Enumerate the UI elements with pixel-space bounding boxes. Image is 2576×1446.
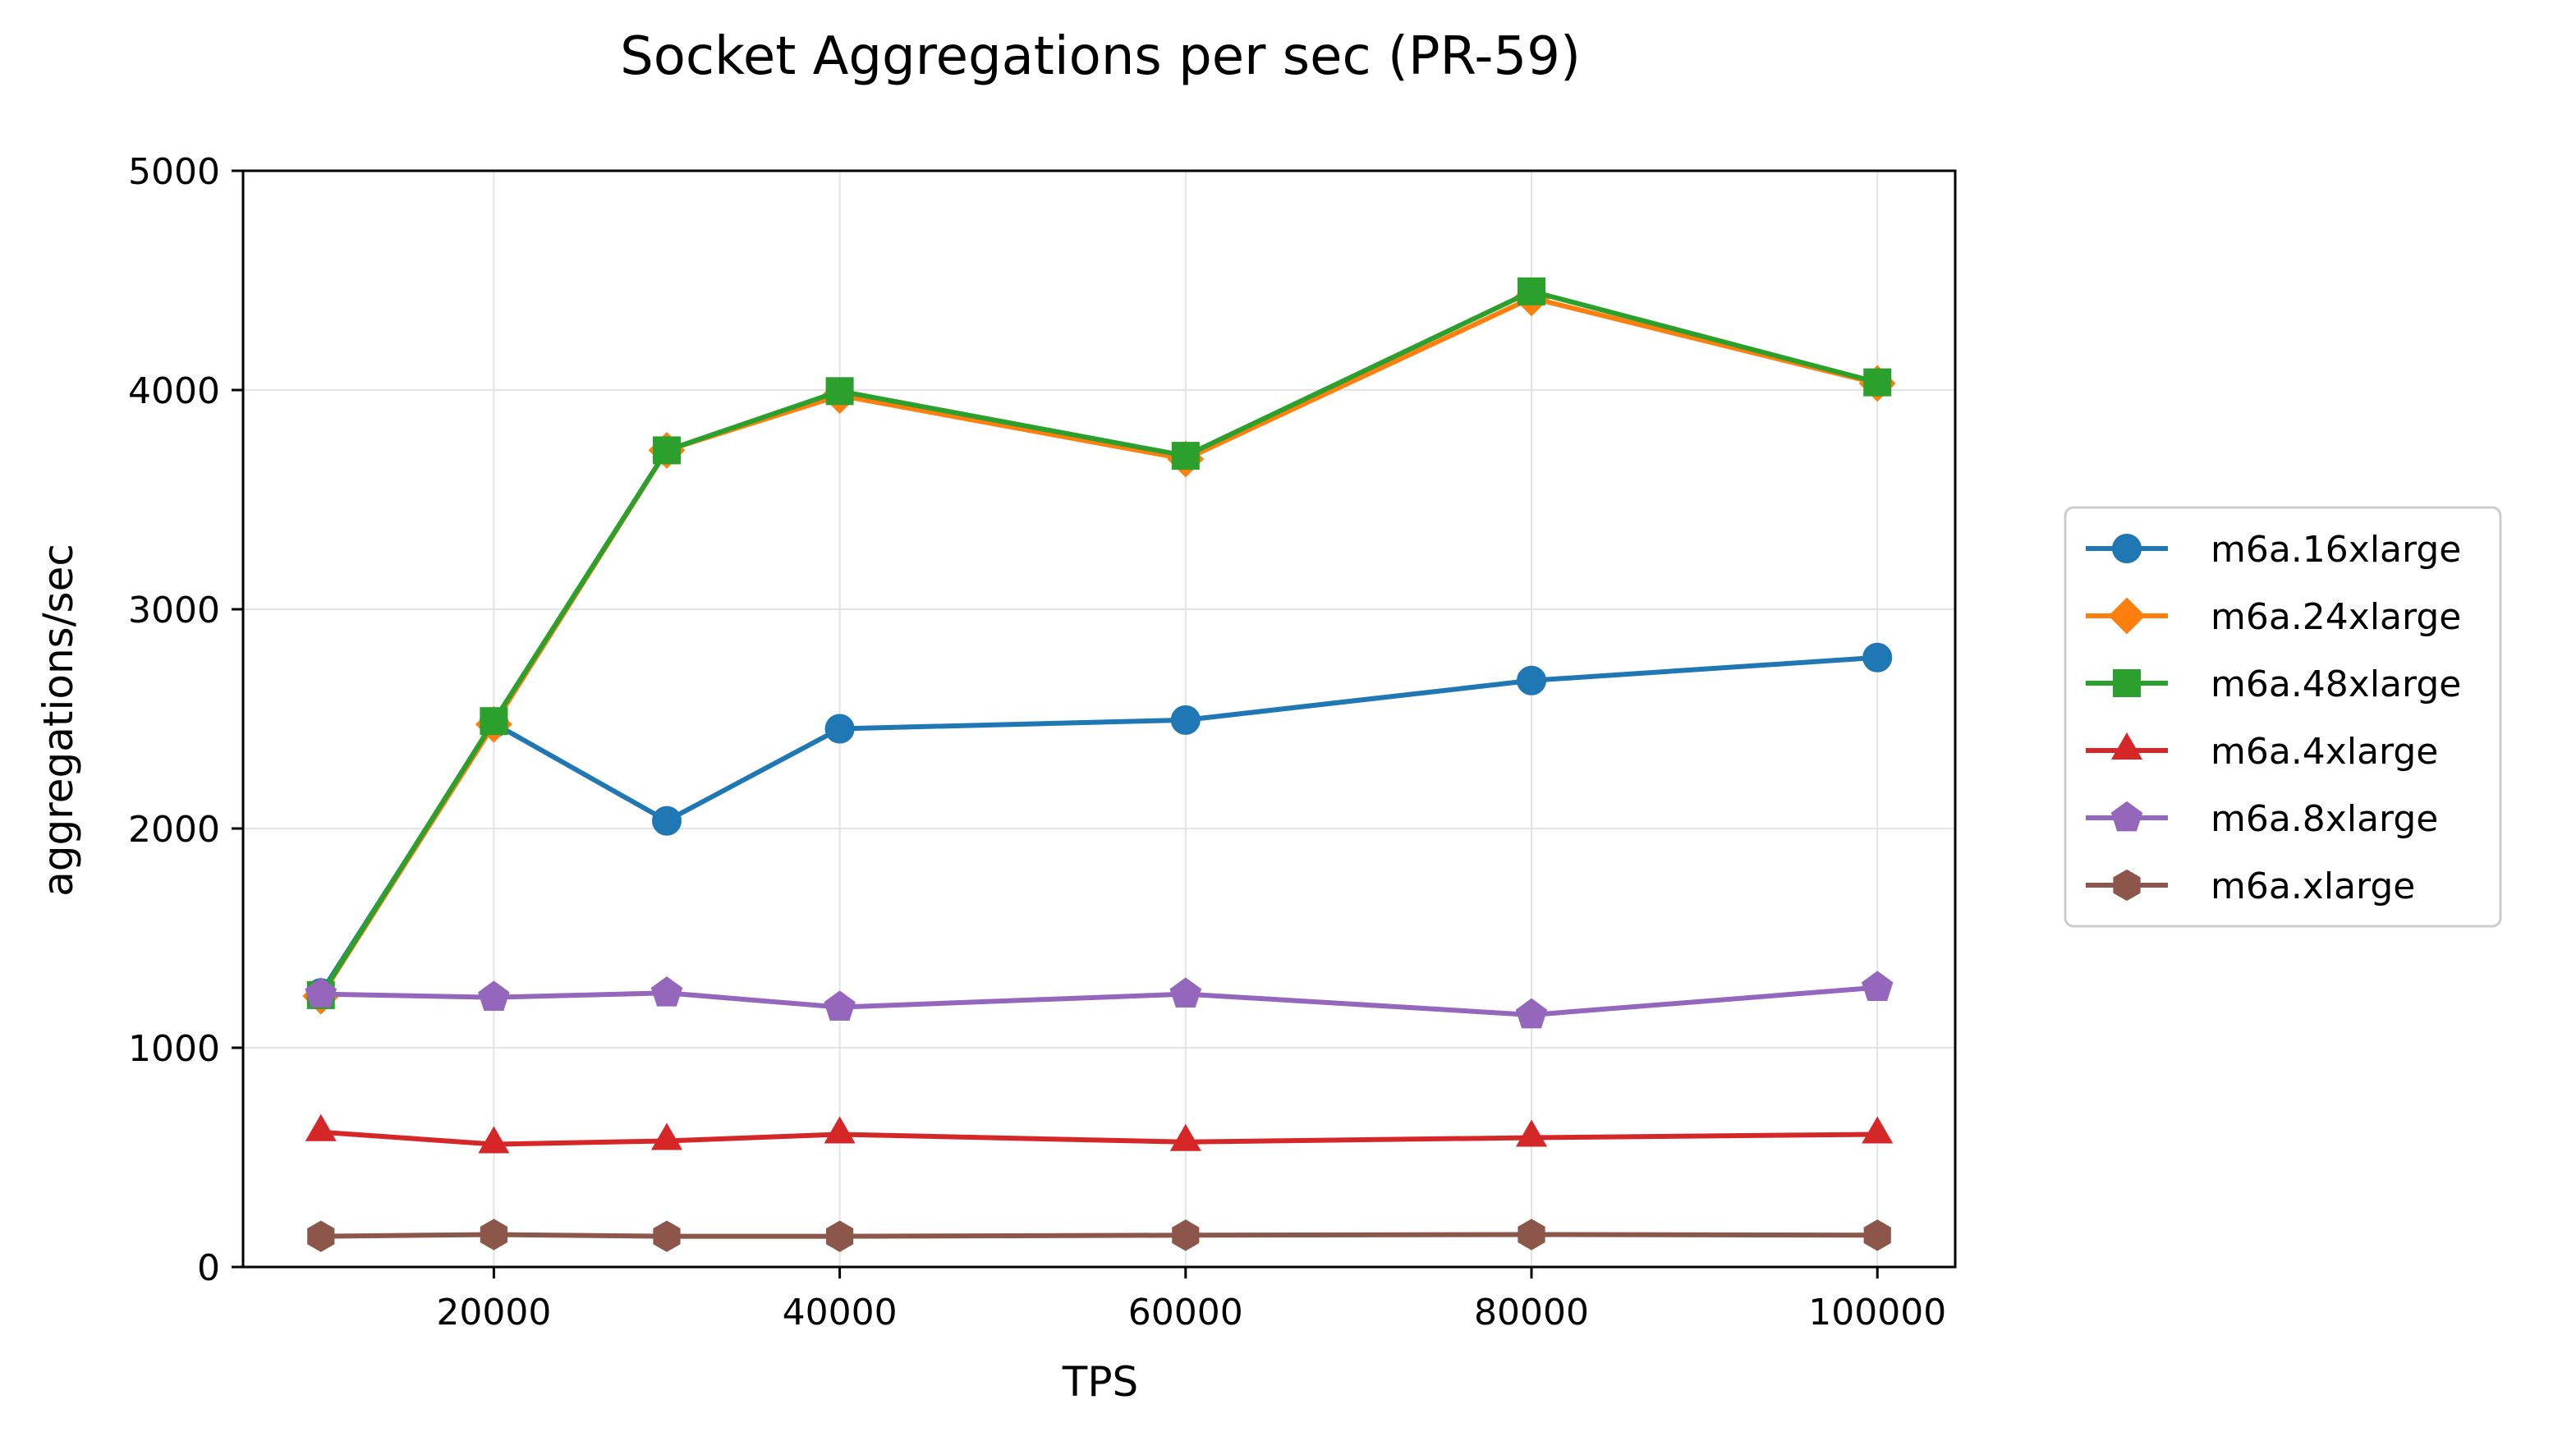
legend-marker (2113, 669, 2141, 697)
legend-label: m6a.48xlarge (2211, 663, 2461, 705)
data-point (1169, 977, 1202, 1008)
series-line (318, 1232, 1880, 1239)
x-axis-label: TPS (1062, 1358, 1138, 1406)
x-tick-label: 60000 (1128, 1292, 1243, 1334)
data-point (825, 377, 854, 406)
x-tick-label: 100000 (1808, 1292, 1946, 1334)
data-point (1518, 277, 1546, 305)
data-point (824, 1116, 856, 1144)
data-point (1518, 1219, 1545, 1251)
legend-item: m6a.4xlarge (2086, 731, 2438, 773)
data-point (478, 1126, 510, 1154)
legend-items: m6a.16xlarge m6a.24xlarge m6a.48xlarge m6a.… (2086, 529, 2461, 907)
series-group (302, 277, 1896, 1252)
series-m6a.xlarge (307, 1219, 1891, 1252)
series-m6a.4xlarge (305, 1113, 1894, 1154)
legend-label: m6a.24xlarge (2211, 596, 2461, 638)
data-point (1171, 442, 1200, 471)
legend-label: m6a.8xlarge (2211, 798, 2438, 840)
legend-item: m6a.48xlarge (2086, 663, 2461, 705)
data-point (1861, 971, 1894, 1001)
data-point (653, 1220, 681, 1252)
legend-marker (2110, 732, 2143, 760)
y-tick-label: 3000 (128, 590, 220, 631)
data-point (478, 980, 510, 1011)
y-tick-label: 2000 (128, 809, 220, 851)
data-point (650, 976, 683, 1007)
data-point (824, 714, 855, 744)
data-point (1515, 1119, 1548, 1147)
data-point (1170, 705, 1201, 735)
legend-marker (2108, 597, 2146, 635)
axes: 0 1000 2000 3000 4000 5000 20000 40000 60000 8000… (128, 151, 1946, 1334)
y-axis-label: aggregations/sec (34, 544, 82, 897)
data-point (1169, 1123, 1201, 1151)
legend-item: m6a.24xlarge (2086, 596, 2461, 638)
x-tick-label: 80000 (1474, 1292, 1589, 1334)
legend-frame (2064, 506, 2502, 928)
legend-marker (2113, 869, 2141, 902)
data-point (1517, 665, 1547, 695)
data-point (1862, 642, 1893, 673)
legend-item: m6a.16xlarge (2086, 529, 2461, 571)
y-tick-label: 0 (197, 1247, 220, 1289)
plot-frame (241, 169, 1957, 1269)
x-tick-label: 20000 (436, 1292, 551, 1334)
data-point (652, 436, 681, 465)
data-point (480, 1219, 507, 1251)
data-point (1863, 368, 1892, 397)
legend-label: m6a.4xlarge (2211, 731, 2438, 773)
data-point (1515, 998, 1548, 1029)
legend-label: m6a.16xlarge (2211, 529, 2461, 571)
data-point (826, 1220, 854, 1252)
y-tick-label: 5000 (128, 151, 220, 193)
series-m6a.8xlarge (305, 971, 1894, 1029)
legend-item: m6a.8xlarge (2086, 798, 2438, 840)
data-point (307, 1220, 335, 1252)
legend-label: m6a.xlarge (2211, 865, 2415, 907)
y-tick-label: 1000 (128, 1028, 220, 1070)
data-point (1863, 1219, 1891, 1251)
data-point (650, 1122, 683, 1150)
data-point (305, 977, 337, 1008)
data-point (651, 806, 682, 836)
legend-item: m6a.xlarge (2086, 865, 2415, 907)
data-point (480, 707, 508, 736)
data-point (1172, 1219, 1200, 1251)
data-point (824, 990, 856, 1021)
data-point (1862, 1116, 1894, 1144)
legend-marker (2110, 801, 2143, 832)
y-tick-label: 4000 (128, 370, 220, 412)
legend-marker (2112, 534, 2142, 563)
x-tick-label: 40000 (783, 1292, 898, 1334)
grid (243, 170, 1955, 1268)
data-point (305, 1113, 337, 1141)
legend: m6a.16xlarge m6a.24xlarge m6a.48xlarge m6a.… (2064, 506, 2502, 928)
chart-title: Socket Aggregations per sec (PR-59) (620, 26, 1581, 87)
